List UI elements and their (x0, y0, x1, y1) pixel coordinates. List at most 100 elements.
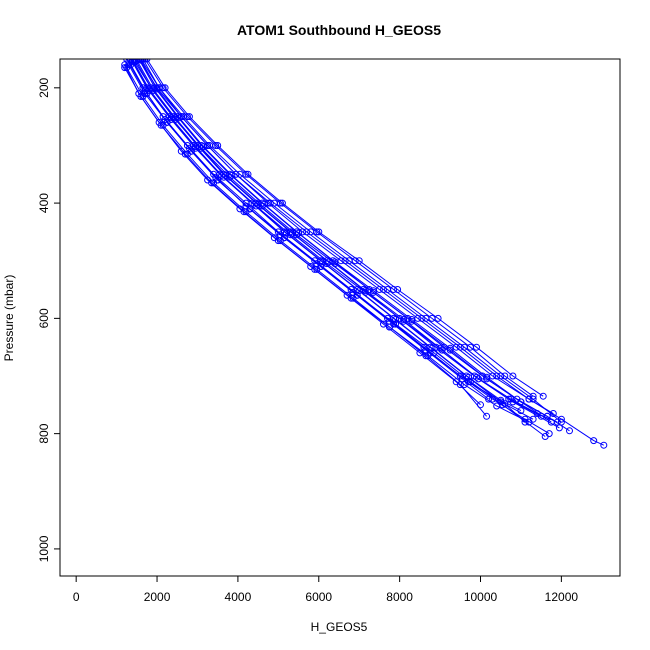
data-point (400, 317, 408, 325)
data-point (446, 346, 454, 354)
data-point (392, 316, 400, 323)
data-point (543, 412, 551, 420)
data-point (244, 170, 252, 178)
data-point (258, 202, 266, 210)
x-tick-label: 0 (73, 590, 80, 604)
data-point (246, 205, 254, 213)
series-line (140, 59, 552, 423)
data-point (501, 400, 509, 408)
y-tick-label: 400 (37, 193, 51, 213)
y-tick-label: 200 (37, 77, 51, 97)
series-line (146, 59, 544, 397)
data-point (369, 288, 377, 296)
series-20 (131, 59, 551, 420)
x-tick-label: 8000 (386, 590, 413, 604)
data-point (307, 228, 315, 236)
data-point (473, 343, 480, 351)
data-point (317, 263, 325, 270)
data-point (600, 441, 608, 449)
x-tick-label: 10000 (464, 590, 498, 604)
y-axis-label: Pressure (mbar) (2, 275, 16, 362)
data-point (509, 398, 517, 406)
data-point (198, 144, 205, 152)
data-point (517, 398, 525, 406)
data-point (214, 176, 222, 184)
data-point (438, 346, 446, 354)
series-19 (127, 61, 529, 426)
data-point (460, 343, 468, 351)
data-point (331, 260, 339, 268)
x-tick-label: 4000 (225, 590, 252, 604)
data-point (456, 381, 464, 389)
data-point (539, 392, 547, 400)
data-point (323, 260, 331, 268)
series-line (138, 59, 554, 414)
data-point (557, 418, 565, 426)
x-axis-label: H_GEOS5 (311, 620, 368, 634)
data-point (426, 349, 434, 357)
data-point (143, 59, 151, 63)
data-point (353, 291, 361, 299)
data-point (143, 90, 151, 98)
chart-title: ATOM1 Southbound H_GEOS5 (237, 22, 441, 38)
y-axis: 200 400 600 800 1000 (37, 77, 61, 562)
data-point (280, 234, 288, 242)
data-point (270, 199, 278, 207)
data-point (392, 320, 400, 328)
plot-series (121, 59, 608, 449)
data-point (179, 113, 187, 121)
series-line (130, 64, 526, 423)
x-tick-label: 6000 (305, 590, 332, 604)
data-point (566, 427, 573, 435)
data-point (345, 257, 353, 265)
y-tick-label: 1000 (37, 535, 51, 562)
data-point (521, 418, 529, 426)
data-point (497, 372, 505, 380)
data-point (218, 171, 226, 179)
series-18 (137, 59, 565, 426)
x-axis: 0 2000 4000 6000 8000 10000 12000 (73, 575, 578, 604)
data-point (361, 288, 369, 296)
data-point (226, 173, 234, 181)
y-tick-label: 800 (37, 423, 51, 443)
data-point (509, 372, 517, 380)
data-point (214, 142, 222, 149)
data-point (590, 437, 598, 445)
data-point (475, 375, 482, 383)
data-point (206, 142, 214, 149)
data-point (390, 320, 398, 328)
series-line (134, 61, 548, 417)
data-point (483, 375, 491, 383)
data-point (422, 314, 430, 322)
data-point (137, 59, 145, 63)
data-point (131, 59, 139, 66)
data-point (155, 84, 163, 92)
data-point (196, 143, 203, 151)
data-point (483, 412, 491, 420)
data-point (171, 116, 179, 123)
data-point (355, 257, 363, 265)
series-line (136, 59, 558, 423)
data-point (315, 228, 323, 236)
data-point (434, 314, 442, 322)
data-point (204, 142, 212, 149)
data-point (529, 395, 537, 403)
data-point (163, 118, 171, 126)
data-point (464, 378, 472, 386)
series-line (140, 59, 562, 423)
data-point (517, 407, 525, 415)
data-point (466, 378, 474, 386)
data-point (278, 199, 286, 207)
data-point (141, 59, 149, 63)
data-point (394, 286, 402, 293)
x-tick-label: 2000 (144, 590, 171, 604)
data-point (135, 59, 143, 63)
series-line (144, 59, 534, 397)
data-point (236, 170, 244, 178)
data-point (408, 317, 416, 325)
data-point (473, 373, 480, 381)
data-point (384, 286, 391, 293)
data-point (541, 433, 549, 440)
